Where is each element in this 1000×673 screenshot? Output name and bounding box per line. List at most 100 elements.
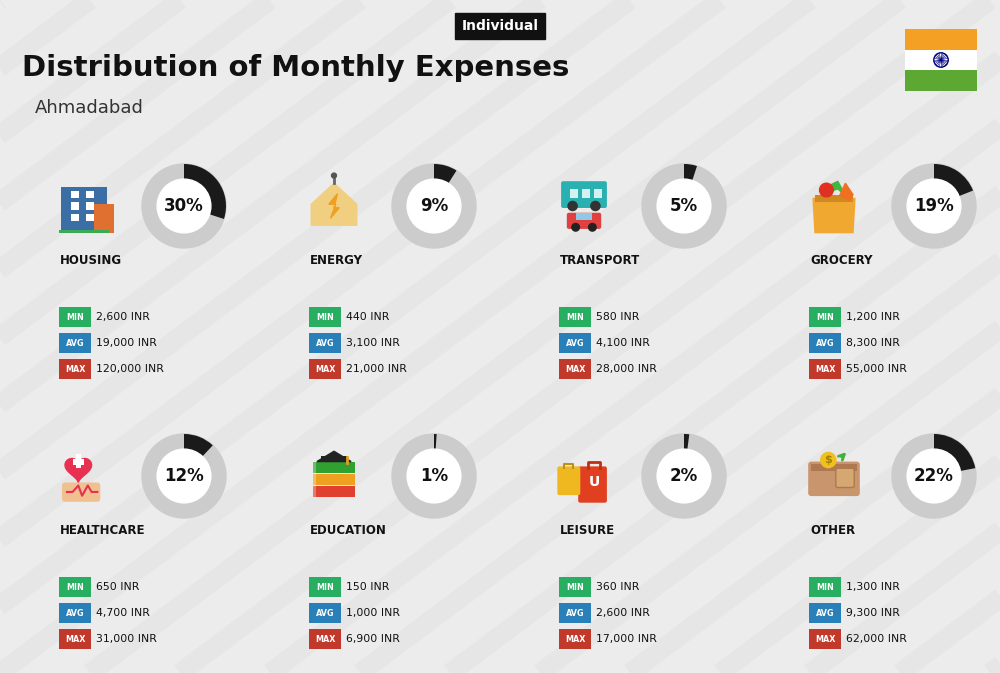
Circle shape bbox=[332, 173, 336, 178]
Text: MIN: MIN bbox=[66, 583, 84, 592]
Text: MAX: MAX bbox=[65, 635, 85, 643]
Circle shape bbox=[589, 223, 596, 231]
FancyBboxPatch shape bbox=[313, 487, 316, 497]
FancyBboxPatch shape bbox=[313, 474, 316, 485]
Wedge shape bbox=[434, 434, 437, 476]
FancyBboxPatch shape bbox=[809, 359, 841, 379]
Circle shape bbox=[591, 201, 600, 211]
Circle shape bbox=[642, 434, 726, 518]
Text: 6,900 INR: 6,900 INR bbox=[346, 634, 400, 644]
Text: MAX: MAX bbox=[65, 365, 85, 374]
Text: AVG: AVG bbox=[566, 608, 584, 618]
Text: OTHER: OTHER bbox=[810, 524, 855, 536]
FancyBboxPatch shape bbox=[808, 462, 860, 496]
Polygon shape bbox=[317, 452, 351, 462]
Text: Ahmadabad: Ahmadabad bbox=[35, 99, 144, 117]
Text: 8,300 INR: 8,300 INR bbox=[846, 338, 900, 348]
Text: MIN: MIN bbox=[316, 312, 334, 322]
Text: 4,700 INR: 4,700 INR bbox=[96, 608, 150, 618]
FancyBboxPatch shape bbox=[809, 577, 841, 597]
Text: AVG: AVG bbox=[66, 339, 84, 347]
Circle shape bbox=[907, 179, 961, 233]
FancyBboxPatch shape bbox=[313, 462, 355, 472]
Text: 440 INR: 440 INR bbox=[346, 312, 389, 322]
FancyBboxPatch shape bbox=[59, 308, 91, 327]
FancyBboxPatch shape bbox=[321, 456, 347, 462]
FancyBboxPatch shape bbox=[59, 603, 91, 623]
Text: 31,000 INR: 31,000 INR bbox=[96, 634, 157, 644]
FancyBboxPatch shape bbox=[313, 462, 316, 472]
Text: 1,300 INR: 1,300 INR bbox=[846, 582, 900, 592]
FancyBboxPatch shape bbox=[582, 189, 590, 199]
Text: 2%: 2% bbox=[670, 467, 698, 485]
FancyBboxPatch shape bbox=[59, 229, 109, 234]
Text: ENERGY: ENERGY bbox=[310, 254, 363, 267]
Polygon shape bbox=[840, 183, 853, 201]
FancyBboxPatch shape bbox=[570, 189, 578, 199]
Text: AVG: AVG bbox=[816, 608, 834, 618]
FancyBboxPatch shape bbox=[59, 577, 91, 597]
Polygon shape bbox=[329, 194, 339, 218]
FancyBboxPatch shape bbox=[576, 213, 592, 221]
FancyBboxPatch shape bbox=[59, 629, 91, 649]
FancyBboxPatch shape bbox=[86, 213, 94, 221]
Text: TRANSPORT: TRANSPORT bbox=[560, 254, 640, 267]
Text: 12%: 12% bbox=[164, 467, 204, 485]
FancyBboxPatch shape bbox=[309, 333, 341, 353]
FancyBboxPatch shape bbox=[62, 483, 100, 502]
Polygon shape bbox=[311, 183, 357, 225]
Wedge shape bbox=[684, 164, 697, 206]
Text: AVG: AVG bbox=[316, 339, 334, 347]
FancyBboxPatch shape bbox=[567, 213, 601, 229]
Circle shape bbox=[657, 449, 711, 503]
Text: 5%: 5% bbox=[670, 197, 698, 215]
FancyBboxPatch shape bbox=[76, 454, 81, 468]
Text: 19%: 19% bbox=[914, 197, 954, 215]
FancyBboxPatch shape bbox=[59, 333, 91, 353]
Text: Distribution of Monthly Expenses: Distribution of Monthly Expenses bbox=[22, 54, 569, 82]
Circle shape bbox=[142, 434, 226, 518]
Text: 1,200 INR: 1,200 INR bbox=[846, 312, 900, 322]
Circle shape bbox=[157, 179, 211, 233]
Text: 62,000 INR: 62,000 INR bbox=[846, 634, 907, 644]
Text: MIN: MIN bbox=[566, 583, 584, 592]
Text: AVG: AVG bbox=[566, 339, 584, 347]
FancyBboxPatch shape bbox=[309, 359, 341, 379]
FancyBboxPatch shape bbox=[559, 333, 591, 353]
Text: EDUCATION: EDUCATION bbox=[310, 524, 387, 536]
Text: 22%: 22% bbox=[914, 467, 954, 485]
Text: 360 INR: 360 INR bbox=[596, 582, 639, 592]
Text: 19,000 INR: 19,000 INR bbox=[96, 338, 157, 348]
Text: 650 INR: 650 INR bbox=[96, 582, 139, 592]
FancyBboxPatch shape bbox=[94, 204, 114, 233]
FancyBboxPatch shape bbox=[905, 71, 977, 91]
FancyBboxPatch shape bbox=[815, 195, 853, 202]
FancyBboxPatch shape bbox=[557, 466, 580, 495]
Text: U: U bbox=[589, 474, 600, 489]
FancyBboxPatch shape bbox=[71, 213, 79, 221]
Text: 30%: 30% bbox=[164, 197, 204, 215]
Wedge shape bbox=[184, 164, 226, 219]
Circle shape bbox=[892, 434, 976, 518]
Circle shape bbox=[907, 449, 961, 503]
Wedge shape bbox=[934, 434, 975, 476]
Polygon shape bbox=[813, 199, 855, 233]
Text: MAX: MAX bbox=[315, 635, 335, 643]
Polygon shape bbox=[65, 458, 92, 483]
FancyBboxPatch shape bbox=[313, 487, 355, 497]
Text: 1%: 1% bbox=[420, 467, 448, 485]
FancyBboxPatch shape bbox=[561, 181, 607, 208]
FancyBboxPatch shape bbox=[59, 359, 91, 379]
FancyBboxPatch shape bbox=[559, 577, 591, 597]
FancyBboxPatch shape bbox=[71, 191, 79, 199]
Wedge shape bbox=[184, 434, 213, 476]
Text: AVG: AVG bbox=[816, 339, 834, 347]
FancyBboxPatch shape bbox=[905, 50, 977, 71]
Circle shape bbox=[407, 179, 461, 233]
Wedge shape bbox=[934, 164, 973, 206]
FancyBboxPatch shape bbox=[809, 308, 841, 327]
FancyBboxPatch shape bbox=[86, 191, 94, 199]
FancyBboxPatch shape bbox=[809, 629, 841, 649]
Text: MAX: MAX bbox=[815, 365, 835, 374]
Text: MIN: MIN bbox=[566, 312, 584, 322]
